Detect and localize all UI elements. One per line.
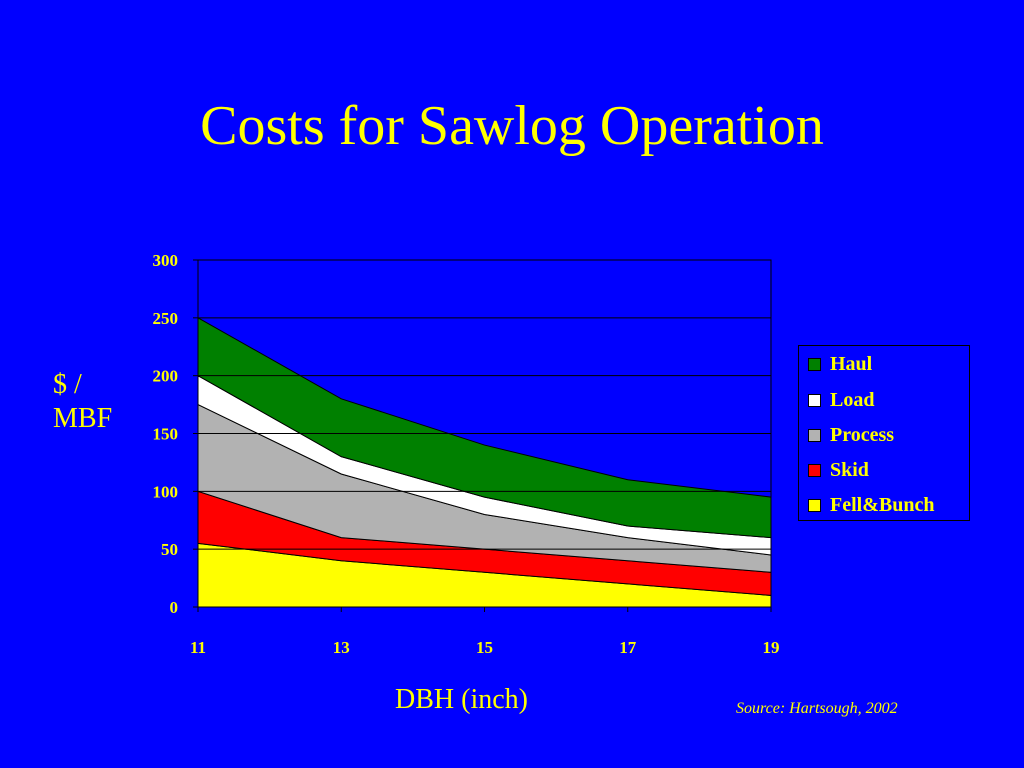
y-tick-label: 100 [153, 482, 179, 501]
y-tick-label: 50 [161, 540, 178, 559]
legend-item-skid: Skid [808, 459, 869, 481]
y-tick-label: 150 [153, 425, 179, 444]
chart-legend: Haul Load Process Skid Fell&Bunch [798, 345, 970, 521]
y-tick-label: 250 [153, 309, 179, 328]
y-tick-label: 200 [153, 367, 179, 386]
legend-label-process: Process [830, 424, 895, 446]
source-note: Source: Hartsough, 2002 [736, 700, 898, 717]
legend-label-haul: Haul [830, 353, 873, 375]
y-axis-label: $ / MBF [53, 368, 112, 436]
legend-swatch-haul [808, 357, 821, 371]
x-tick-label: 15 [476, 638, 493, 657]
legend-swatch-process [808, 428, 821, 442]
legend-swatch-load [808, 393, 821, 407]
x-tick-label: 19 [763, 638, 780, 657]
legend-item-haul: Haul [808, 353, 872, 375]
legend-item-load: Load [808, 389, 874, 411]
x-axis-label: DBH (inch) [395, 684, 528, 715]
x-tick-label: 11 [190, 638, 206, 657]
y-tick-label: 0 [170, 598, 179, 617]
x-tick-label: 13 [333, 638, 350, 657]
legend-label-skid: Skid [830, 459, 869, 481]
legend-swatch-skid [808, 463, 821, 477]
x-tick-label: 17 [619, 638, 637, 657]
y-tick-label: 300 [153, 251, 179, 270]
legend-label-fell-bunch: Fell&Bunch [830, 494, 935, 516]
legend-label-load: Load [830, 389, 875, 411]
legend-item-process: Process [808, 424, 894, 446]
y-axis-label-line1: $ / [53, 369, 82, 400]
y-axis-label-line2: MBF [53, 403, 113, 434]
legend-item-fell-bunch: Fell&Bunch [808, 494, 934, 516]
slide-title: Costs for Sawlog Operation [200, 95, 824, 157]
legend-swatch-fell-bunch [808, 498, 821, 512]
